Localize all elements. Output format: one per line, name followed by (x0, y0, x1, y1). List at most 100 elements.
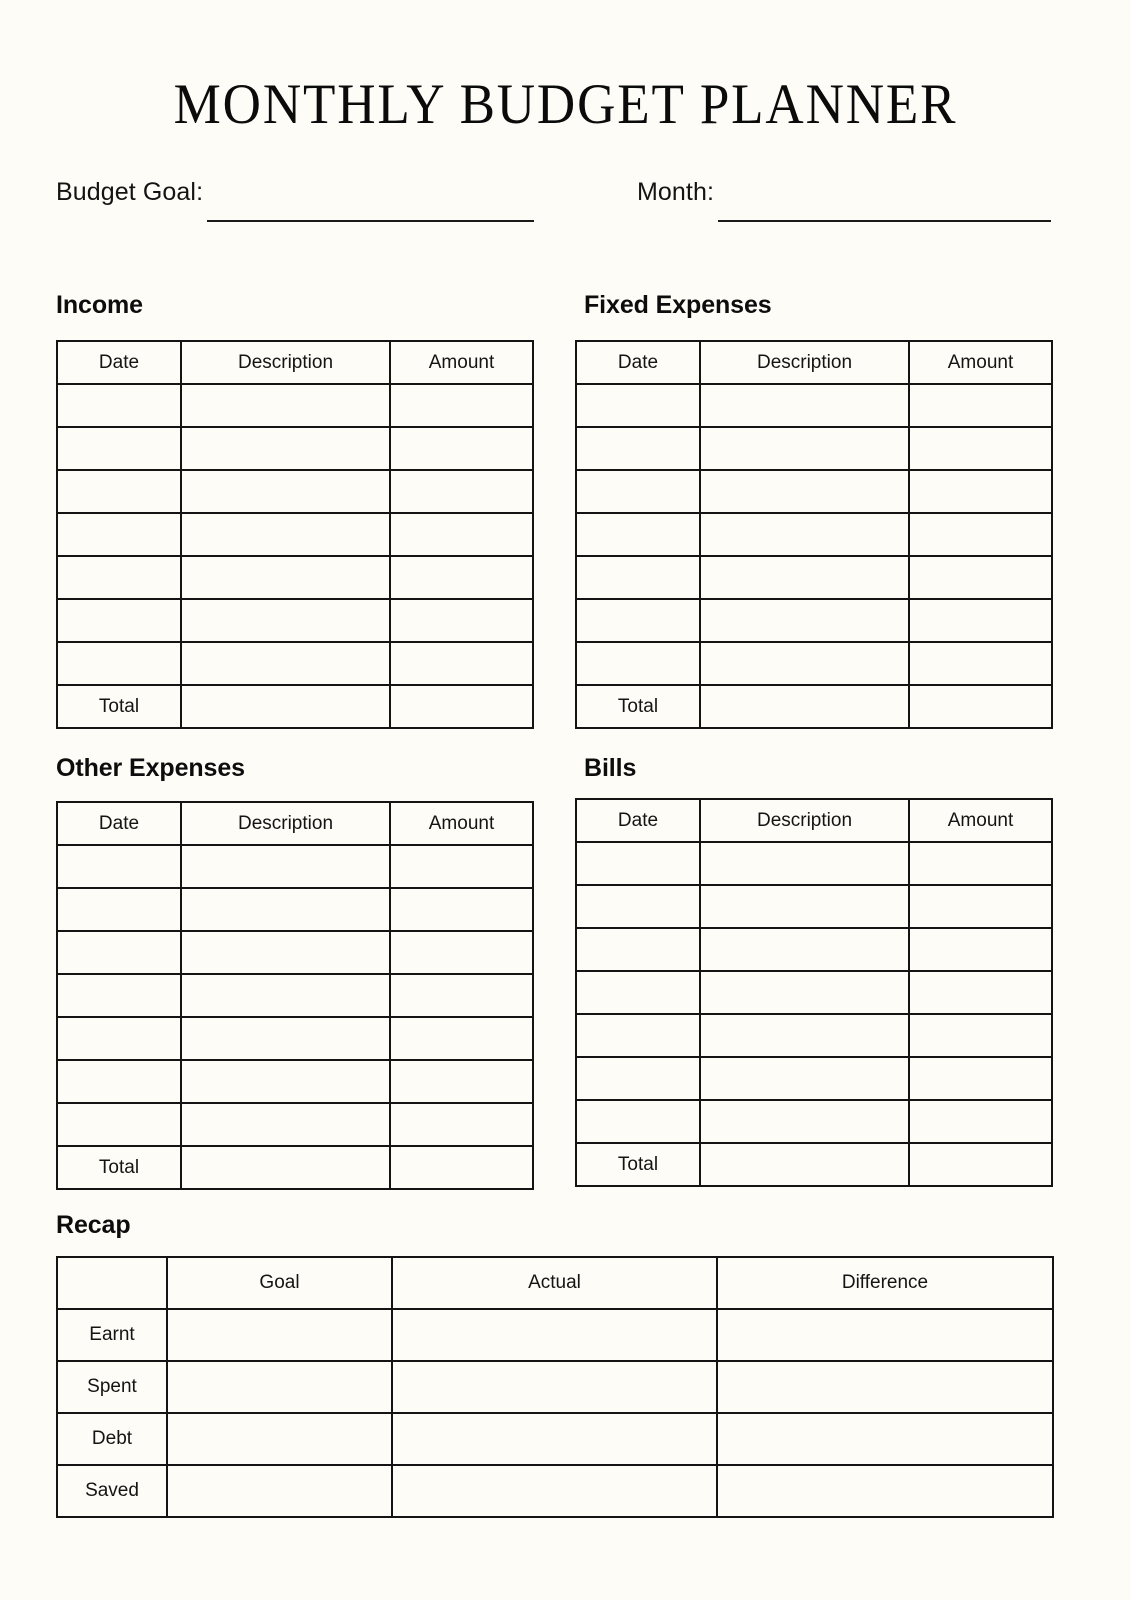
cell-description[interactable] (699, 1099, 910, 1144)
cell-date[interactable] (575, 426, 701, 471)
table-row[interactable] (56, 1102, 534, 1147)
cell-amount[interactable] (389, 973, 534, 1018)
cell-amount[interactable] (389, 555, 534, 600)
total-amount[interactable] (389, 1145, 534, 1190)
cell-amount[interactable] (389, 469, 534, 514)
cell-goal[interactable] (166, 1308, 393, 1362)
cell-date[interactable] (56, 512, 182, 557)
table-row[interactable] (575, 555, 1053, 600)
total-amount[interactable] (908, 684, 1053, 729)
cell-date[interactable] (575, 641, 701, 686)
cell-actual[interactable] (391, 1308, 718, 1362)
cell-amount[interactable] (389, 1102, 534, 1147)
table-row[interactable] (575, 383, 1053, 428)
table-row[interactable]: Spent (56, 1360, 1054, 1414)
cell-description[interactable] (699, 1056, 910, 1101)
cell-description[interactable] (180, 1059, 391, 1104)
cell-description[interactable] (180, 641, 391, 686)
total-row[interactable]: Total (56, 684, 534, 729)
cell-amount[interactable] (389, 512, 534, 557)
cell-description[interactable] (699, 641, 910, 686)
cell-description[interactable] (180, 973, 391, 1018)
cell-date[interactable] (575, 1013, 701, 1058)
table-row[interactable] (56, 598, 534, 643)
table-row[interactable] (56, 469, 534, 514)
cell-date[interactable] (56, 844, 182, 889)
month-field[interactable]: Month: (637, 178, 1051, 224)
table-row[interactable] (56, 887, 534, 932)
table-row[interactable] (575, 1099, 1053, 1144)
table-row[interactable] (575, 641, 1053, 686)
cell-description[interactable] (180, 512, 391, 557)
cell-date[interactable] (575, 1099, 701, 1144)
cell-amount[interactable] (908, 555, 1053, 600)
cell-goal[interactable] (166, 1464, 393, 1518)
table-row[interactable] (56, 1016, 534, 1061)
cell-date[interactable] (56, 1102, 182, 1147)
total-amount[interactable] (908, 1142, 1053, 1187)
table-row[interactable] (56, 930, 534, 975)
cell-description[interactable] (699, 555, 910, 600)
table-row[interactable] (575, 927, 1053, 972)
cell-date[interactable] (575, 555, 701, 600)
budget-goal-input-line[interactable] (207, 220, 534, 222)
cell-amount[interactable] (389, 887, 534, 932)
cell-date[interactable] (575, 970, 701, 1015)
table-row[interactable]: Saved (56, 1464, 1054, 1518)
cell-description[interactable] (699, 426, 910, 471)
total-description[interactable] (699, 1142, 910, 1187)
cell-date[interactable] (575, 512, 701, 557)
cell-date[interactable] (56, 383, 182, 428)
cell-actual[interactable] (391, 1360, 718, 1414)
cell-date[interactable] (575, 469, 701, 514)
cell-description[interactable] (180, 598, 391, 643)
cell-amount[interactable] (908, 927, 1053, 972)
cell-amount[interactable] (389, 930, 534, 975)
table-row[interactable] (56, 973, 534, 1018)
cell-amount[interactable] (389, 1016, 534, 1061)
table-row[interactable]: Earnt (56, 1308, 1054, 1362)
cell-actual[interactable] (391, 1464, 718, 1518)
cell-amount[interactable] (908, 1099, 1053, 1144)
cell-description[interactable] (699, 970, 910, 1015)
total-description[interactable] (180, 1145, 391, 1190)
cell-amount[interactable] (908, 512, 1053, 557)
cell-actual[interactable] (391, 1412, 718, 1466)
table-row[interactable] (56, 426, 534, 471)
cell-description[interactable] (180, 930, 391, 975)
cell-description[interactable] (180, 469, 391, 514)
cell-description[interactable] (180, 555, 391, 600)
budget-goal-field[interactable]: Budget Goal: (56, 178, 534, 224)
cell-amount[interactable] (389, 1059, 534, 1104)
cell-description[interactable] (180, 426, 391, 471)
cell-description[interactable] (180, 1016, 391, 1061)
cell-date[interactable] (575, 383, 701, 428)
cell-date[interactable] (56, 555, 182, 600)
cell-difference[interactable] (716, 1464, 1054, 1518)
table-row[interactable]: Debt (56, 1412, 1054, 1466)
cell-date[interactable] (56, 426, 182, 471)
cell-amount[interactable] (389, 383, 534, 428)
table-row[interactable] (56, 844, 534, 889)
cell-amount[interactable] (389, 426, 534, 471)
cell-amount[interactable] (389, 844, 534, 889)
cell-amount[interactable] (908, 469, 1053, 514)
cell-goal[interactable] (166, 1412, 393, 1466)
cell-description[interactable] (180, 1102, 391, 1147)
total-amount[interactable] (389, 684, 534, 729)
cell-date[interactable] (575, 927, 701, 972)
total-row[interactable]: Total (575, 1142, 1053, 1187)
cell-date[interactable] (56, 641, 182, 686)
table-row[interactable] (56, 641, 534, 686)
fixed-expenses-table[interactable]: Date Description Amount Total (575, 340, 1053, 729)
table-row[interactable] (575, 426, 1053, 471)
table-row[interactable] (575, 841, 1053, 886)
cell-description[interactable] (699, 927, 910, 972)
cell-goal[interactable] (166, 1360, 393, 1414)
cell-difference[interactable] (716, 1412, 1054, 1466)
cell-description[interactable] (699, 1013, 910, 1058)
table-row[interactable] (56, 383, 534, 428)
cell-date[interactable] (56, 887, 182, 932)
cell-amount[interactable] (908, 1056, 1053, 1101)
cell-amount[interactable] (908, 841, 1053, 886)
